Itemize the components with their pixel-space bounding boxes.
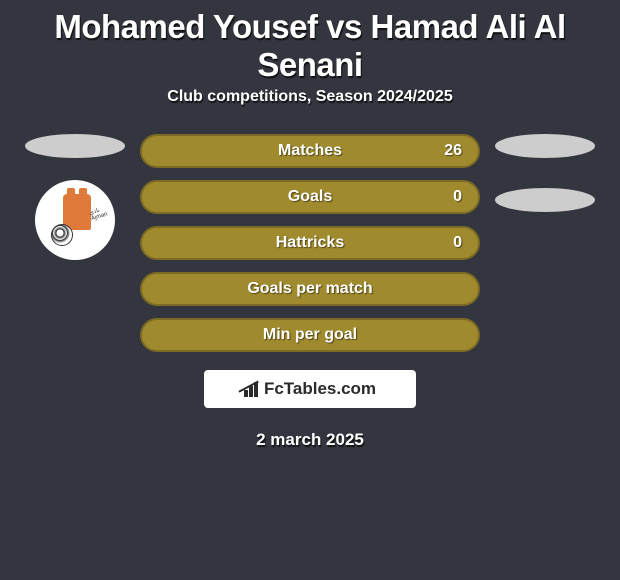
club-logo-left: ناديAjman xyxy=(35,180,115,260)
stat-row-goals: Goals 0 xyxy=(140,180,480,214)
stat-value: 26 xyxy=(444,142,462,160)
stat-label: Hattricks xyxy=(276,234,344,252)
stat-row-matches: Matches 26 xyxy=(140,134,480,168)
ball-icon xyxy=(51,224,73,246)
page-title: Mohamed Yousef vs Hamad Ali Al Senani xyxy=(0,0,620,88)
right-player-col xyxy=(490,134,600,352)
stat-row-min-per-goal: Min per goal xyxy=(140,318,480,352)
stat-label: Goals xyxy=(288,188,332,206)
stat-value: 0 xyxy=(453,188,462,206)
comparison-content: ناديAjman Matches 26 Goals 0 Hattricks 0… xyxy=(0,134,620,352)
snapshot-date: 2 march 2025 xyxy=(0,430,620,450)
stat-label: Min per goal xyxy=(263,326,357,344)
club-name-text: ناديAjman xyxy=(89,206,109,223)
stat-row-goals-per-match: Goals per match xyxy=(140,272,480,306)
stat-row-hattricks: Hattricks 0 xyxy=(140,226,480,260)
brand-box[interactable]: FcTables.com xyxy=(204,370,416,408)
stats-column: Matches 26 Goals 0 Hattricks 0 Goals per… xyxy=(140,134,480,352)
stat-label: Matches xyxy=(278,142,342,160)
stat-label: Goals per match xyxy=(247,280,372,298)
chart-icon xyxy=(244,381,258,397)
player-right-oval-2 xyxy=(495,188,595,212)
player-right-oval-1 xyxy=(495,134,595,158)
left-player-col: ناديAjman xyxy=(20,134,130,352)
brand-text: FcTables.com xyxy=(264,379,376,399)
stat-value: 0 xyxy=(453,234,462,252)
page-subtitle: Club competitions, Season 2024/2025 xyxy=(0,88,620,134)
player-left-oval xyxy=(25,134,125,158)
